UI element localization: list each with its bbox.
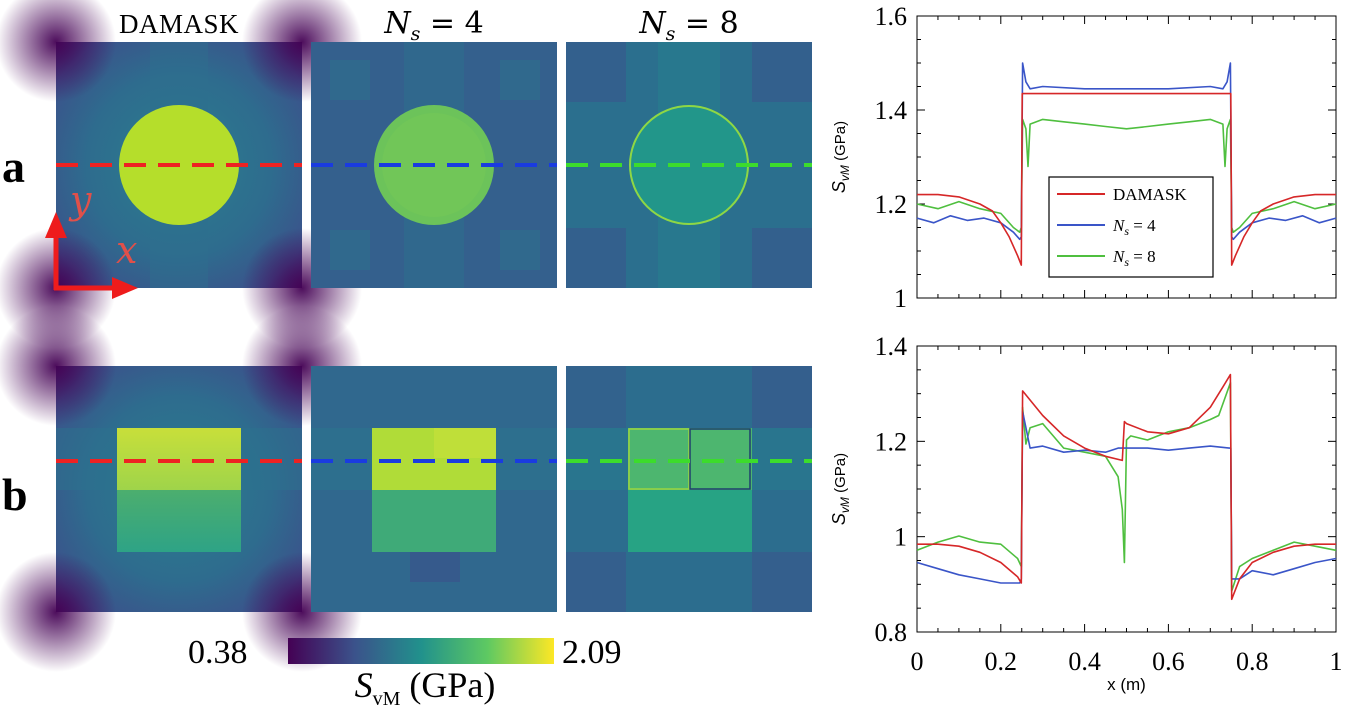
col-title-ns8: Ns = 8: [639, 6, 739, 45]
pb-xtick-label-5: 1: [1330, 647, 1343, 676]
pb-xtick-label-4: 0.8: [1236, 647, 1269, 676]
pb-xtick-label-0: 0: [911, 647, 924, 676]
colorbar-min: 0.38: [188, 634, 248, 671]
pb-ylabel: SvM (GPa): [830, 453, 852, 525]
pb-ytick-label-0: 0.8: [875, 618, 908, 647]
pb-ytick-label-3: 1.4: [875, 332, 908, 361]
axes-arrows: [45, 212, 138, 299]
colorbar: [288, 638, 554, 664]
pa-series-damask: [917, 92, 1336, 266]
pa-series-ns4: [916, 62, 1337, 241]
pb-xtick-label-3: 0.6: [1152, 647, 1185, 676]
pb-frame: [916, 345, 1337, 633]
pa-ytick-label-3: 1.6: [875, 2, 908, 31]
map-b-damask: [0, 306, 362, 672]
pb-ytick-label-2: 1.2: [875, 427, 908, 456]
pa-ytick-label-1: 1.2: [875, 190, 908, 219]
axis-label-x: x: [116, 228, 138, 272]
pb-series-ns4: [916, 410, 1337, 584]
map-b-ns8: [566, 366, 812, 612]
pb-xlabel: x (m): [1107, 675, 1146, 694]
map-b-ns4: [311, 366, 557, 612]
row-label-a: a: [2, 141, 25, 192]
pa-legend-entry-2: Ns = 8: [1112, 247, 1156, 269]
line-plots: 1 1.2 1.4 1.6 SvM (GPa) DAMASK Ns = 4 Ns = 8 0.8…: [830, 2, 1343, 694]
pa-legend-entry-1: Ns = 4: [1112, 216, 1156, 238]
axis-label-y: y: [70, 178, 92, 222]
field-maps: [0, 0, 812, 672]
col-title-damask: DAMASK: [118, 9, 240, 39]
col-title-ns4: Ns = 4: [384, 6, 484, 45]
pb-xtick-label-2: 0.4: [1068, 647, 1101, 676]
map-a-damask: [0, 0, 362, 348]
pb-series-ns8: [916, 382, 1337, 592]
colorbar-label: SvM (GPa): [354, 665, 496, 711]
pa-ytick-label-0: 1: [894, 284, 907, 313]
pa-ylabel: SvM (GPa): [830, 121, 852, 193]
pa-ytick-label-2: 1.4: [875, 96, 908, 125]
pa-legend-entry-0: DAMASK: [1113, 185, 1187, 204]
pa-series-ns8: [916, 118, 1337, 233]
colorbar-max: 2.09: [562, 634, 622, 671]
pb-xtick-label-1: 0.2: [985, 647, 1018, 676]
row-label-b: b: [2, 469, 28, 520]
pb-series-damask: [917, 373, 1336, 601]
pb-ytick-label-1: 1: [894, 523, 907, 552]
